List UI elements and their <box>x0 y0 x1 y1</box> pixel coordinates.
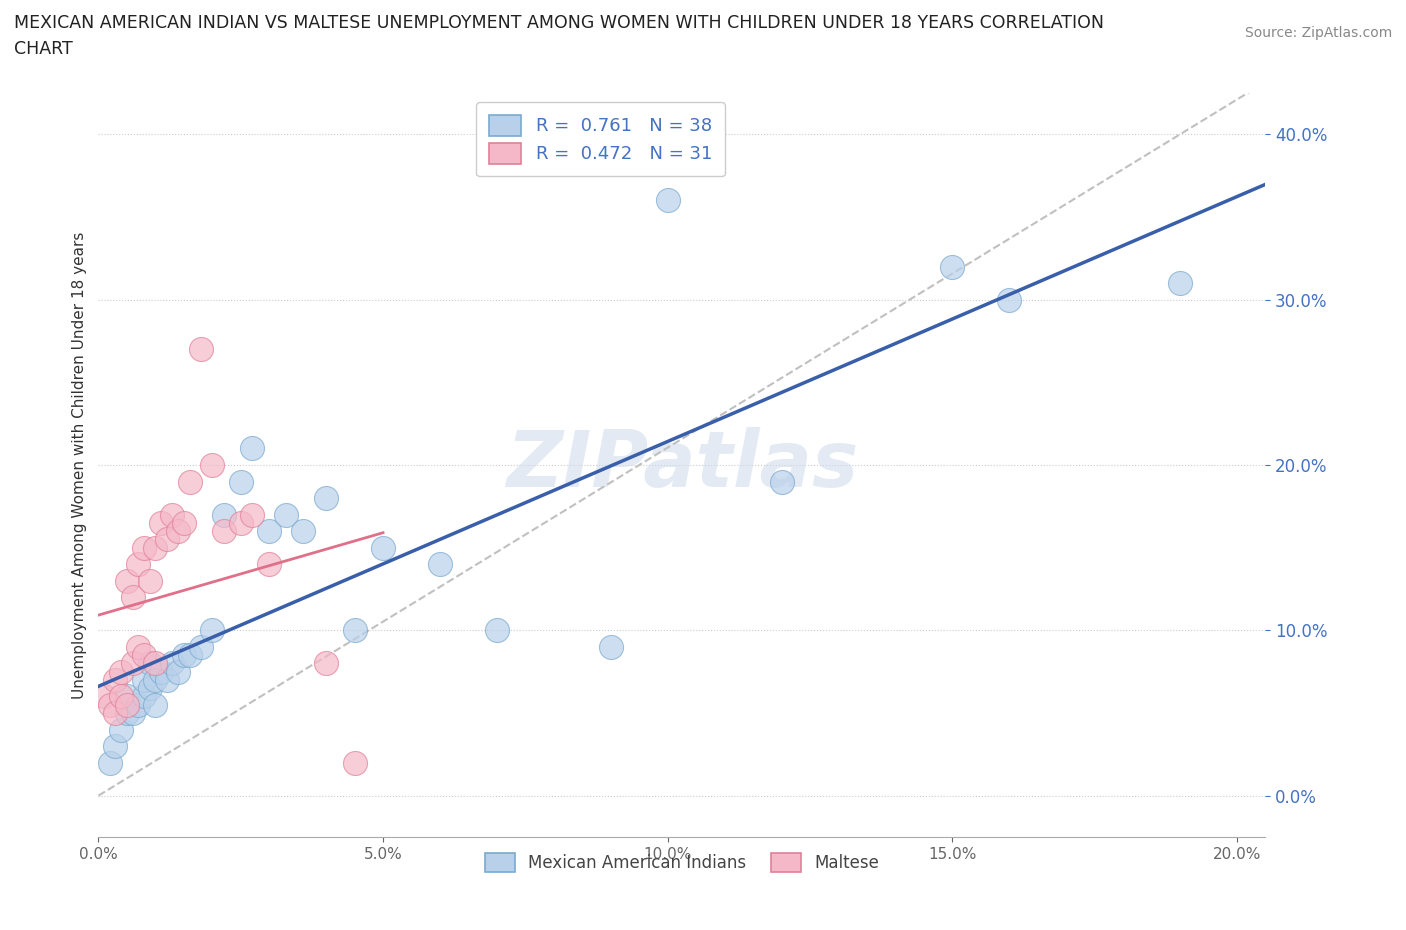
Point <box>371 540 394 555</box>
Point <box>127 557 149 572</box>
Point <box>257 524 280 538</box>
Point <box>143 672 166 687</box>
Point <box>132 689 155 704</box>
Point <box>143 698 166 712</box>
Point <box>121 706 143 721</box>
Point <box>599 640 621 655</box>
Point <box>212 524 235 538</box>
Point <box>240 507 263 522</box>
Point <box>240 441 263 456</box>
Point <box>156 532 179 547</box>
Point <box>115 573 138 588</box>
Point <box>115 689 138 704</box>
Text: ZIPatlas: ZIPatlas <box>506 427 858 503</box>
Point <box>315 656 337 671</box>
Point <box>132 672 155 687</box>
Point <box>104 672 127 687</box>
Text: Source: ZipAtlas.com: Source: ZipAtlas.com <box>1244 26 1392 40</box>
Point <box>998 292 1021 307</box>
Point <box>257 557 280 572</box>
Point <box>150 515 173 530</box>
Point <box>212 507 235 522</box>
Point <box>98 755 121 770</box>
Point <box>132 540 155 555</box>
Point <box>190 640 212 655</box>
Point <box>201 458 224 472</box>
Point <box>127 640 149 655</box>
Point <box>179 474 201 489</box>
Point <box>143 540 166 555</box>
Point <box>190 342 212 357</box>
Point <box>167 524 190 538</box>
Text: MEXICAN AMERICAN INDIAN VS MALTESE UNEMPLOYMENT AMONG WOMEN WITH CHILDREN UNDER : MEXICAN AMERICAN INDIAN VS MALTESE UNEMP… <box>14 14 1104 32</box>
Point <box>150 664 173 679</box>
Point <box>657 193 679 208</box>
Point <box>485 623 508 638</box>
Point <box>104 738 127 753</box>
Point <box>173 515 195 530</box>
Point <box>110 722 132 737</box>
Point <box>343 755 366 770</box>
Point <box>121 590 143 604</box>
Point <box>162 656 184 671</box>
Point <box>127 698 149 712</box>
Point <box>132 647 155 662</box>
Point <box>770 474 793 489</box>
Point <box>93 689 115 704</box>
Point <box>179 647 201 662</box>
Point <box>156 672 179 687</box>
Point <box>167 664 190 679</box>
Y-axis label: Unemployment Among Women with Children Under 18 years: Unemployment Among Women with Children U… <box>72 232 87 698</box>
Point <box>162 507 184 522</box>
Point <box>138 681 160 696</box>
Point <box>104 706 127 721</box>
Legend: Mexican American Indians, Maltese: Mexican American Indians, Maltese <box>477 844 887 881</box>
Point <box>98 698 121 712</box>
Point <box>138 573 160 588</box>
Point <box>941 259 963 274</box>
Point <box>229 474 252 489</box>
Point <box>229 515 252 530</box>
Point <box>343 623 366 638</box>
Point <box>173 647 195 662</box>
Point <box>138 656 160 671</box>
Point <box>315 491 337 506</box>
Point <box>1168 275 1191 290</box>
Point <box>143 656 166 671</box>
Text: CHART: CHART <box>14 40 73 58</box>
Point <box>292 524 315 538</box>
Point <box>429 557 451 572</box>
Point <box>110 664 132 679</box>
Point <box>115 706 138 721</box>
Point <box>110 689 132 704</box>
Point <box>121 656 143 671</box>
Point <box>276 507 298 522</box>
Point <box>115 698 138 712</box>
Point <box>201 623 224 638</box>
